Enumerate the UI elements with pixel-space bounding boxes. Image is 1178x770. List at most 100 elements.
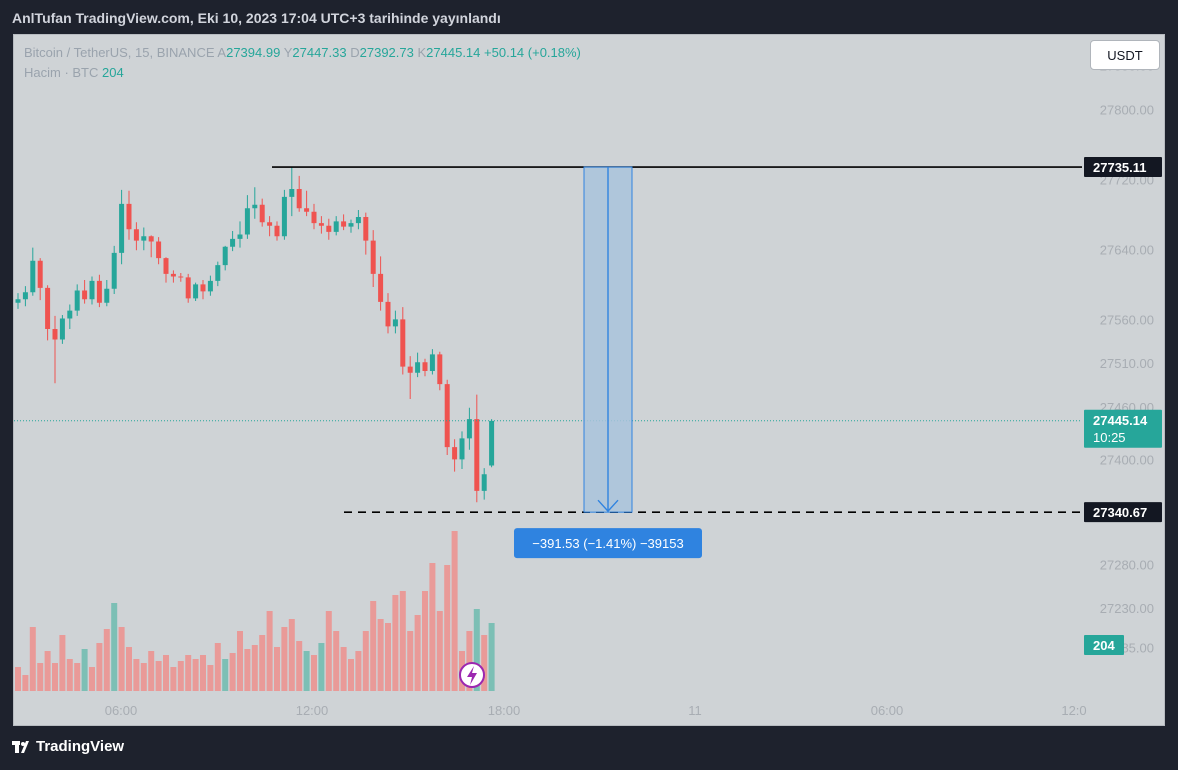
volume-bar xyxy=(340,647,347,691)
candle xyxy=(59,318,65,340)
volume-bar xyxy=(244,649,251,691)
candle xyxy=(407,366,413,373)
volume-bar xyxy=(200,655,206,691)
volume-bar xyxy=(466,631,473,691)
volume-bar xyxy=(473,609,480,691)
low-value: 27392.73 xyxy=(359,45,414,60)
candle xyxy=(489,420,495,466)
candle xyxy=(15,299,21,303)
volume-bar xyxy=(89,667,95,691)
candlestick-chart[interactable]: −391.53 (−1.41%) −39153 27850.0027800.00… xyxy=(14,35,1165,726)
candle xyxy=(96,280,102,303)
volume-bar xyxy=(377,619,384,691)
candle xyxy=(304,208,310,212)
volume-bar xyxy=(52,663,58,691)
change-value: +50.14 (+0.18%) xyxy=(484,45,581,60)
candle xyxy=(170,273,176,277)
volume-bar xyxy=(362,631,369,691)
candle xyxy=(52,329,58,340)
lightning-icon-glyph xyxy=(467,666,477,685)
measure-arrow-head xyxy=(597,499,619,513)
candle xyxy=(437,354,443,385)
volume-bar xyxy=(148,651,155,691)
volume-bar xyxy=(192,659,199,691)
measure-label-box xyxy=(514,528,702,559)
volume-bar xyxy=(370,601,377,691)
candle xyxy=(355,217,361,224)
volume-bar xyxy=(296,641,303,691)
axes: 27850.0027800.0027720.0027640.0027560.00… xyxy=(105,59,1162,718)
volume-bar xyxy=(444,565,451,691)
candle xyxy=(481,474,487,491)
resistance-price-label: 27735.11 xyxy=(1093,160,1147,175)
volume-bar xyxy=(436,611,443,691)
tradingview-logo-icon xyxy=(12,740,29,753)
candle xyxy=(37,260,43,288)
volume-bar xyxy=(177,661,184,691)
candle xyxy=(452,447,458,460)
volume-bar xyxy=(414,615,421,691)
candle xyxy=(267,222,273,226)
close-label: K xyxy=(417,45,427,60)
volume-bar xyxy=(66,659,73,691)
candle xyxy=(348,223,354,227)
candle xyxy=(111,252,117,289)
candle xyxy=(281,196,287,237)
last-price-label-box xyxy=(1084,409,1162,448)
close-value: 27445.14 xyxy=(426,45,481,60)
volume-bar xyxy=(325,611,332,691)
symbol-name: Bitcoin / TetherUS, 15, BINANCE xyxy=(24,45,215,60)
candle xyxy=(333,221,339,232)
volume-bar xyxy=(429,563,436,691)
candle xyxy=(119,203,125,253)
volume-bar xyxy=(237,631,243,691)
candle xyxy=(252,204,258,209)
time-tick-label: 12:00 xyxy=(296,703,329,718)
time-tick-label: 11 xyxy=(688,703,702,718)
candle xyxy=(415,362,421,373)
candle xyxy=(311,211,317,224)
candle xyxy=(259,204,265,223)
open-value: 27394.99 xyxy=(226,45,281,60)
volume-bar xyxy=(103,629,110,691)
volume-bar xyxy=(259,635,266,691)
candle xyxy=(237,234,243,239)
volume-bar xyxy=(229,653,236,691)
volume-bar xyxy=(266,611,273,691)
volume-bar xyxy=(333,631,340,691)
currency-button[interactable]: USDT xyxy=(1090,40,1160,70)
candle xyxy=(429,354,435,371)
volume-bar xyxy=(207,665,214,691)
candle xyxy=(67,310,73,319)
volume-price-label-box xyxy=(1084,635,1124,655)
candle xyxy=(207,280,213,292)
chart-area[interactable]: −391.53 (−1.41%) −39153 27850.0027800.00… xyxy=(13,34,1165,726)
volume-bar xyxy=(59,635,66,691)
volume-bar xyxy=(170,667,177,691)
volume-bar xyxy=(118,627,125,691)
candle xyxy=(89,280,95,300)
candle xyxy=(222,246,228,266)
volume-bar xyxy=(163,655,169,691)
candle xyxy=(289,189,295,197)
price-tick-label: 27800.00 xyxy=(1100,102,1154,117)
candle xyxy=(370,240,376,274)
volume-bar xyxy=(96,643,103,691)
candle xyxy=(74,290,80,311)
volume-value: 204 xyxy=(102,65,124,80)
volume-bar xyxy=(133,659,140,691)
candle xyxy=(104,288,110,303)
candle xyxy=(185,277,191,299)
volume-bar xyxy=(140,663,147,691)
volume-bar xyxy=(15,667,21,691)
volume-bar xyxy=(22,675,29,691)
volume-bar xyxy=(303,651,310,691)
time-tick-label: 06:00 xyxy=(871,703,904,718)
tradingview-logo[interactable]: TradingView xyxy=(12,738,124,755)
volume-bar xyxy=(37,663,44,691)
open-label: A xyxy=(217,45,227,60)
candle xyxy=(230,238,236,247)
volume-bar xyxy=(348,659,354,691)
candle xyxy=(341,221,347,227)
volume-label: Hacim · BTC xyxy=(24,65,99,80)
